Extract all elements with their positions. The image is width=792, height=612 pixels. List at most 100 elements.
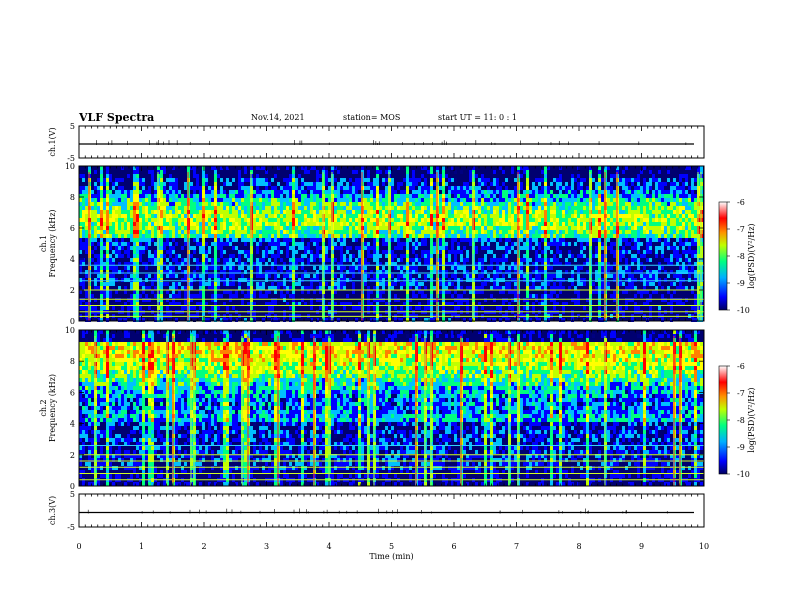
spectrogram-cell xyxy=(469,170,472,174)
spectrogram-cell xyxy=(301,298,304,302)
spectrogram-cell xyxy=(208,206,211,210)
spectrogram-cell xyxy=(580,246,583,250)
spectrogram-cell xyxy=(178,226,181,230)
spectrogram-cell xyxy=(100,266,103,270)
spectrogram-cell xyxy=(319,198,322,202)
spectrogram-cell xyxy=(133,166,136,170)
spectrogram-cell xyxy=(376,194,379,198)
spectrogram-cell xyxy=(238,278,241,282)
spectrogram-cell xyxy=(325,246,328,250)
spectrogram-cell xyxy=(511,194,514,198)
spectrogram-cell xyxy=(256,206,259,210)
spectrogram-cell xyxy=(154,194,157,198)
spectrogram-cell xyxy=(325,174,328,178)
spectrogram-cell xyxy=(316,186,319,190)
spectrogram-cell xyxy=(301,274,304,278)
spectrogram-cell xyxy=(337,266,340,270)
spectrogram-cell xyxy=(364,210,367,214)
spectrogram-cell xyxy=(580,206,583,210)
spectrogram-cell xyxy=(202,226,205,230)
spectrogram-cell xyxy=(160,202,163,206)
spectrogram-cell xyxy=(94,266,97,270)
spectrogram-cell xyxy=(277,218,280,222)
spectrogram-cell xyxy=(190,246,193,250)
spectrogram-cell xyxy=(196,238,199,242)
spectrogram-cell xyxy=(427,254,430,258)
spectrogram-cell xyxy=(526,210,529,214)
spectrogram-cell xyxy=(241,274,244,278)
spectrogram-cell xyxy=(196,230,199,234)
spectrogram-cell xyxy=(193,226,196,230)
spectrogram-cell xyxy=(412,174,415,178)
spectrogram-cell xyxy=(262,166,265,170)
spectrogram-cell xyxy=(415,202,418,206)
spectrogram-cell xyxy=(376,274,379,278)
spectrogram-cell xyxy=(247,254,250,258)
spectrogram-cell xyxy=(127,242,130,246)
spectrogram-cell xyxy=(550,214,553,218)
spectrogram-cell xyxy=(205,210,208,214)
spectrogram-cell xyxy=(313,194,316,198)
spectrogram-cell xyxy=(355,198,358,202)
spectrogram-cell xyxy=(421,238,424,242)
spectrogram-cell xyxy=(535,206,538,210)
spectrogram-cell xyxy=(454,274,457,278)
spectrogram-cell xyxy=(310,230,313,234)
spectrogram-cell xyxy=(112,258,115,262)
spectrogram-cell xyxy=(628,198,631,202)
spectrogram-cell xyxy=(568,286,571,290)
spectrogram-cell xyxy=(223,290,226,294)
spectrogram-cell xyxy=(145,294,148,298)
spectrogram-cell xyxy=(415,270,418,274)
spectrogram-cell xyxy=(514,214,517,218)
spectrogram-cell xyxy=(253,302,256,306)
spectrogram-cell xyxy=(544,166,547,170)
spectrogram-cell xyxy=(607,266,610,270)
spectrogram-cell xyxy=(97,318,100,322)
spectrogram-cell xyxy=(403,278,406,282)
spectrogram-cell xyxy=(451,166,454,170)
spectrogram-cell xyxy=(385,262,388,266)
spectrogram-cell xyxy=(466,186,469,190)
spectrogram-cell xyxy=(85,210,88,214)
spectrogram-cell xyxy=(427,186,430,190)
spectrogram-cell xyxy=(370,182,373,186)
spectrogram-cell xyxy=(232,202,235,206)
spectrogram-cell xyxy=(376,190,379,194)
spectrogram-cell xyxy=(598,170,601,174)
spectrogram-cell xyxy=(553,302,556,306)
spectrogram-cell xyxy=(505,178,508,182)
spectrogram-cell xyxy=(184,290,187,294)
spectrogram-cell xyxy=(400,282,403,286)
spectrogram-cell xyxy=(601,282,604,286)
spectrogram-cell xyxy=(271,190,274,194)
spectrogram-cell xyxy=(577,194,580,198)
spectrogram-cell xyxy=(529,274,532,278)
spectrogram-cell xyxy=(112,198,115,202)
spectrogram-cell xyxy=(442,178,445,182)
spectrogram-cell xyxy=(565,230,568,234)
spectrogram-cell xyxy=(121,238,124,242)
spectrogram-cell xyxy=(121,270,124,274)
spectrogram-cell xyxy=(130,294,133,298)
spectrogram-cell xyxy=(562,206,565,210)
spectrogram-cell xyxy=(580,214,583,218)
spectrogram-cell xyxy=(457,302,460,306)
spectrogram-cell xyxy=(352,226,355,230)
spectrogram-cell xyxy=(85,190,88,194)
spectrogram-cell xyxy=(553,234,556,238)
spectrogram-cell xyxy=(577,206,580,210)
spectrogram-cell xyxy=(274,318,277,322)
spectrogram-cell xyxy=(448,202,451,206)
spectrogram-cell xyxy=(415,218,418,222)
spectrogram-cell xyxy=(103,210,106,214)
spectrogram-cell xyxy=(97,190,100,194)
spectrogram-cell xyxy=(289,274,292,278)
spectrogram-cell xyxy=(391,262,394,266)
spectrogram-cell xyxy=(373,186,376,190)
spectrogram-cell xyxy=(424,238,427,242)
spectrogram-cell xyxy=(106,226,109,230)
spectrogram-cell xyxy=(181,234,184,238)
spectrogram-cell xyxy=(130,218,133,222)
spectrogram-cell xyxy=(298,186,301,190)
